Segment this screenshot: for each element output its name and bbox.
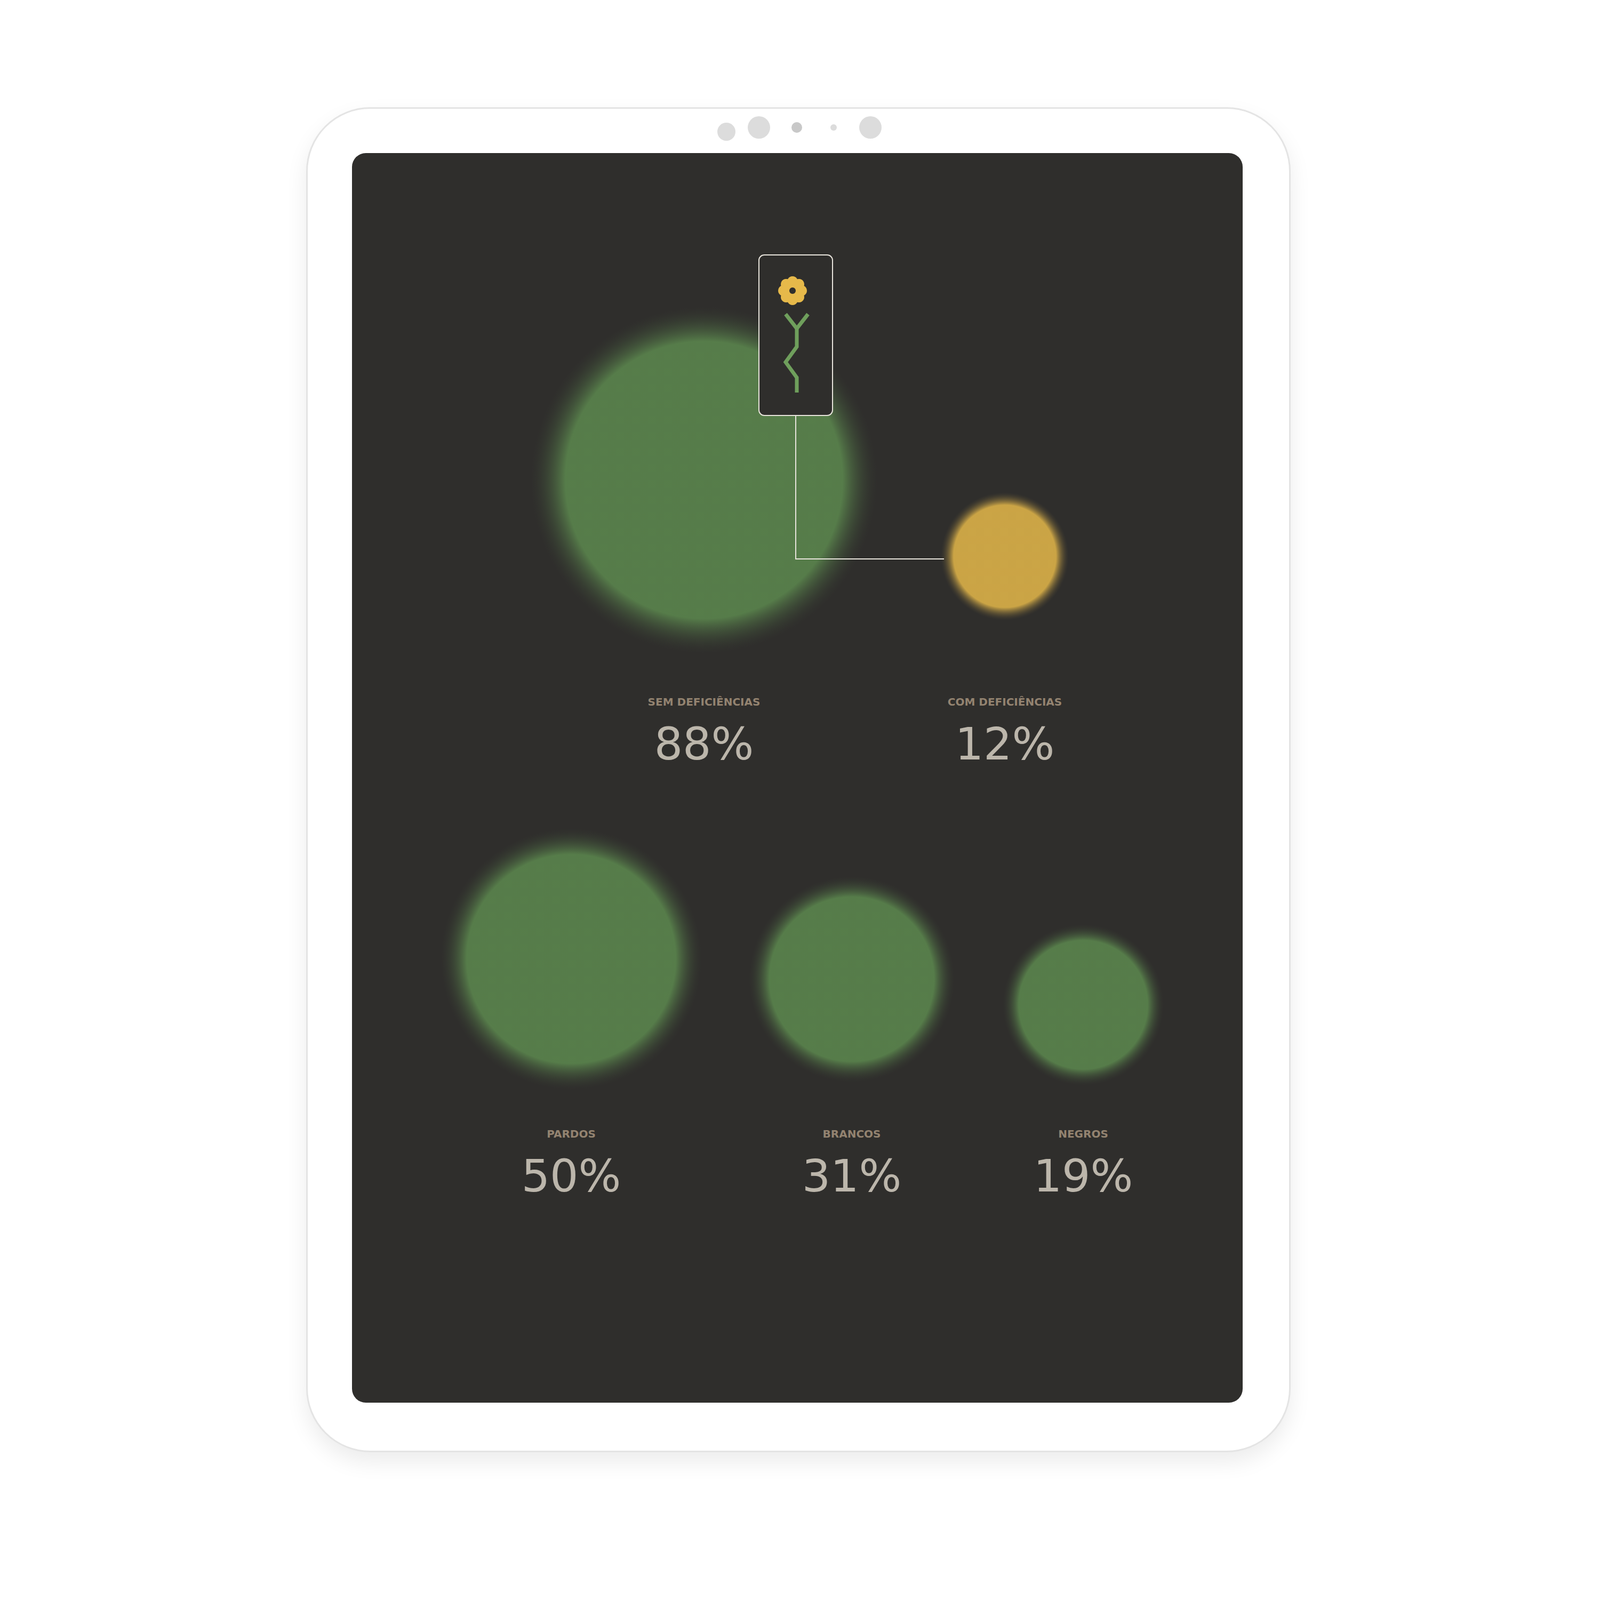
svg-text:PARDOS: PARDOS: [546, 1127, 596, 1141]
svg-text:31%: 31%: [802, 1149, 902, 1203]
svg-text:COM DEFICIÊNCIAS: COM DEFICIÊNCIAS: [947, 695, 1062, 709]
svg-text:NEGROS: NEGROS: [1058, 1127, 1109, 1141]
svg-text:50%: 50%: [521, 1149, 622, 1203]
svg-text:88%: 88%: [654, 717, 755, 771]
svg-text:BRANCOS: BRANCOS: [822, 1127, 882, 1141]
svg-text:12%: 12%: [955, 717, 1055, 771]
svg-text:19%: 19%: [1033, 1149, 1134, 1203]
svg-text:SEM DEFICIÊNCIAS: SEM DEFICIÊNCIAS: [648, 695, 761, 709]
